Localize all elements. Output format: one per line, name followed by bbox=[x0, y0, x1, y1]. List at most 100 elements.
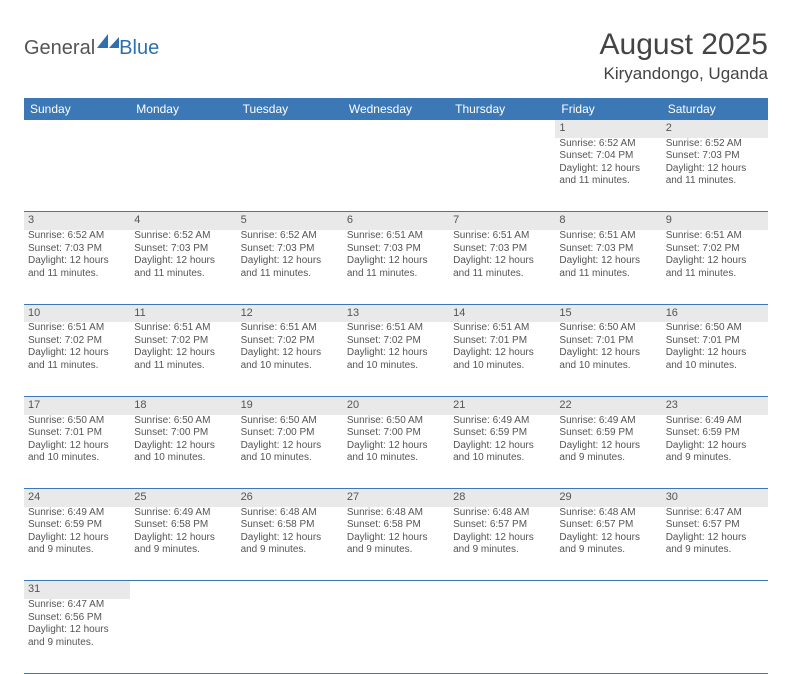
day-cell: Sunrise: 6:51 AM Sunset: 7:02 PM Dayligh… bbox=[343, 322, 449, 396]
daynum-cell: 12 bbox=[237, 304, 343, 322]
day-cell-text: Sunrise: 6:48 AM Sunset: 6:58 PM Dayligh… bbox=[347, 507, 428, 556]
daynum-cell: 23 bbox=[662, 396, 768, 414]
title-block: August 2025 Kiryandongo, Uganda bbox=[600, 28, 768, 84]
daynum-cell: 9 bbox=[662, 212, 768, 230]
day-cell-text: Sunrise: 6:51 AM Sunset: 7:02 PM Dayligh… bbox=[241, 322, 322, 371]
day-cell-text: Sunrise: 6:51 AM Sunset: 7:03 PM Dayligh… bbox=[453, 230, 534, 279]
daynum-cell bbox=[449, 120, 555, 138]
day-cell: Sunrise: 6:51 AM Sunset: 7:03 PM Dayligh… bbox=[555, 230, 661, 304]
day-cell: Sunrise: 6:48 AM Sunset: 6:57 PM Dayligh… bbox=[555, 507, 661, 581]
daynum-cell: 6 bbox=[343, 212, 449, 230]
weekday-header: Friday bbox=[555, 98, 661, 120]
day-cell-text: Sunrise: 6:50 AM Sunset: 7:00 PM Dayligh… bbox=[241, 415, 322, 464]
day-cell: Sunrise: 6:48 AM Sunset: 6:58 PM Dayligh… bbox=[343, 507, 449, 581]
day-cell-text: Sunrise: 6:49 AM Sunset: 6:59 PM Dayligh… bbox=[28, 507, 109, 556]
weekday-header: Tuesday bbox=[237, 98, 343, 120]
daynum-cell: 24 bbox=[24, 489, 130, 507]
daynum-cell: 17 bbox=[24, 396, 130, 414]
day-cell-text: Sunrise: 6:50 AM Sunset: 7:00 PM Dayligh… bbox=[347, 415, 428, 464]
weekday-header: Thursday bbox=[449, 98, 555, 120]
day-cell-text: Sunrise: 6:51 AM Sunset: 7:01 PM Dayligh… bbox=[453, 322, 534, 371]
daynum-cell: 10 bbox=[24, 304, 130, 322]
day-cell: Sunrise: 6:50 AM Sunset: 7:01 PM Dayligh… bbox=[662, 322, 768, 396]
day-cell: Sunrise: 6:52 AM Sunset: 7:03 PM Dayligh… bbox=[662, 138, 768, 212]
day-cell-text: Sunrise: 6:52 AM Sunset: 7:03 PM Dayligh… bbox=[666, 138, 747, 187]
daynum-cell bbox=[343, 120, 449, 138]
day-cell bbox=[555, 599, 661, 673]
daynum-cell: 18 bbox=[130, 396, 236, 414]
weekday-header: Wednesday bbox=[343, 98, 449, 120]
location: Kiryandongo, Uganda bbox=[600, 64, 768, 84]
content-row: Sunrise: 6:49 AM Sunset: 6:59 PM Dayligh… bbox=[24, 507, 768, 581]
day-cell bbox=[130, 599, 236, 673]
day-cell: Sunrise: 6:52 AM Sunset: 7:04 PM Dayligh… bbox=[555, 138, 661, 212]
day-cell: Sunrise: 6:47 AM Sunset: 6:56 PM Dayligh… bbox=[24, 599, 130, 673]
day-cell: Sunrise: 6:51 AM Sunset: 7:02 PM Dayligh… bbox=[24, 322, 130, 396]
daynum-cell: 31 bbox=[24, 581, 130, 599]
daynum-cell: 28 bbox=[449, 489, 555, 507]
day-cell: Sunrise: 6:49 AM Sunset: 6:59 PM Dayligh… bbox=[662, 415, 768, 489]
day-cell: Sunrise: 6:51 AM Sunset: 7:01 PM Dayligh… bbox=[449, 322, 555, 396]
day-cell-text: Sunrise: 6:51 AM Sunset: 7:03 PM Dayligh… bbox=[347, 230, 428, 279]
content-row: Sunrise: 6:47 AM Sunset: 6:56 PM Dayligh… bbox=[24, 599, 768, 673]
daynum-cell: 26 bbox=[237, 489, 343, 507]
logo-text-blue: Blue bbox=[119, 37, 159, 60]
day-cell-text: Sunrise: 6:47 AM Sunset: 6:56 PM Dayligh… bbox=[28, 599, 109, 648]
day-cell: Sunrise: 6:49 AM Sunset: 6:59 PM Dayligh… bbox=[449, 415, 555, 489]
daynum-cell: 5 bbox=[237, 212, 343, 230]
daynum-cell bbox=[237, 581, 343, 599]
day-cell: Sunrise: 6:49 AM Sunset: 6:59 PM Dayligh… bbox=[555, 415, 661, 489]
daynum-row: 10111213141516 bbox=[24, 304, 768, 322]
content-row: Sunrise: 6:52 AM Sunset: 7:04 PM Dayligh… bbox=[24, 138, 768, 212]
day-cell: Sunrise: 6:51 AM Sunset: 7:02 PM Dayligh… bbox=[237, 322, 343, 396]
weekday-header: Monday bbox=[130, 98, 236, 120]
content-row: Sunrise: 6:50 AM Sunset: 7:01 PM Dayligh… bbox=[24, 415, 768, 489]
daynum-cell: 11 bbox=[130, 304, 236, 322]
daynum-cell: 1 bbox=[555, 120, 661, 138]
day-cell-text: Sunrise: 6:49 AM Sunset: 6:59 PM Dayligh… bbox=[453, 415, 534, 464]
daynum-cell: 13 bbox=[343, 304, 449, 322]
day-cell: Sunrise: 6:48 AM Sunset: 6:57 PM Dayligh… bbox=[449, 507, 555, 581]
day-cell-text: Sunrise: 6:50 AM Sunset: 7:01 PM Dayligh… bbox=[559, 322, 640, 371]
daynum-cell: 7 bbox=[449, 212, 555, 230]
calendar-table: SundayMondayTuesdayWednesdayThursdayFrid… bbox=[24, 98, 768, 674]
day-cell: Sunrise: 6:50 AM Sunset: 7:01 PM Dayligh… bbox=[24, 415, 130, 489]
day-cell-text: Sunrise: 6:51 AM Sunset: 7:02 PM Dayligh… bbox=[666, 230, 747, 279]
daynum-cell: 19 bbox=[237, 396, 343, 414]
day-cell: Sunrise: 6:48 AM Sunset: 6:58 PM Dayligh… bbox=[237, 507, 343, 581]
daynum-cell: 15 bbox=[555, 304, 661, 322]
day-cell: Sunrise: 6:51 AM Sunset: 7:02 PM Dayligh… bbox=[130, 322, 236, 396]
day-cell-text: Sunrise: 6:49 AM Sunset: 6:59 PM Dayligh… bbox=[666, 415, 747, 464]
daynum-row: 12 bbox=[24, 120, 768, 138]
day-cell-text: Sunrise: 6:49 AM Sunset: 6:58 PM Dayligh… bbox=[134, 507, 215, 556]
day-cell bbox=[130, 138, 236, 212]
header: General Blue August 2025 Kiryandongo, Ug… bbox=[24, 28, 768, 84]
day-cell-text: Sunrise: 6:48 AM Sunset: 6:57 PM Dayligh… bbox=[559, 507, 640, 556]
day-cell: Sunrise: 6:49 AM Sunset: 6:59 PM Dayligh… bbox=[24, 507, 130, 581]
day-cell bbox=[24, 138, 130, 212]
daynum-cell: 3 bbox=[24, 212, 130, 230]
day-cell: Sunrise: 6:52 AM Sunset: 7:03 PM Dayligh… bbox=[130, 230, 236, 304]
daynum-cell: 29 bbox=[555, 489, 661, 507]
day-cell-text: Sunrise: 6:50 AM Sunset: 7:01 PM Dayligh… bbox=[28, 415, 109, 464]
day-cell bbox=[449, 599, 555, 673]
daynum-cell: 14 bbox=[449, 304, 555, 322]
day-cell-text: Sunrise: 6:48 AM Sunset: 6:58 PM Dayligh… bbox=[241, 507, 322, 556]
day-cell: Sunrise: 6:50 AM Sunset: 7:00 PM Dayligh… bbox=[343, 415, 449, 489]
day-cell-text: Sunrise: 6:52 AM Sunset: 7:04 PM Dayligh… bbox=[559, 138, 640, 187]
daynum-cell bbox=[130, 120, 236, 138]
daynum-cell: 27 bbox=[343, 489, 449, 507]
calendar-header-row: SundayMondayTuesdayWednesdayThursdayFrid… bbox=[24, 98, 768, 120]
daynum-row: 3456789 bbox=[24, 212, 768, 230]
day-cell-text: Sunrise: 6:52 AM Sunset: 7:03 PM Dayligh… bbox=[134, 230, 215, 279]
daynum-row: 31 bbox=[24, 581, 768, 599]
month-title: August 2025 bbox=[600, 28, 768, 62]
daynum-cell: 21 bbox=[449, 396, 555, 414]
content-row: Sunrise: 6:51 AM Sunset: 7:02 PM Dayligh… bbox=[24, 322, 768, 396]
daynum-cell bbox=[24, 120, 130, 138]
daynum-cell: 8 bbox=[555, 212, 661, 230]
day-cell bbox=[449, 138, 555, 212]
daynum-cell: 25 bbox=[130, 489, 236, 507]
logo-sail-icon bbox=[97, 34, 119, 48]
day-cell: Sunrise: 6:51 AM Sunset: 7:02 PM Dayligh… bbox=[662, 230, 768, 304]
